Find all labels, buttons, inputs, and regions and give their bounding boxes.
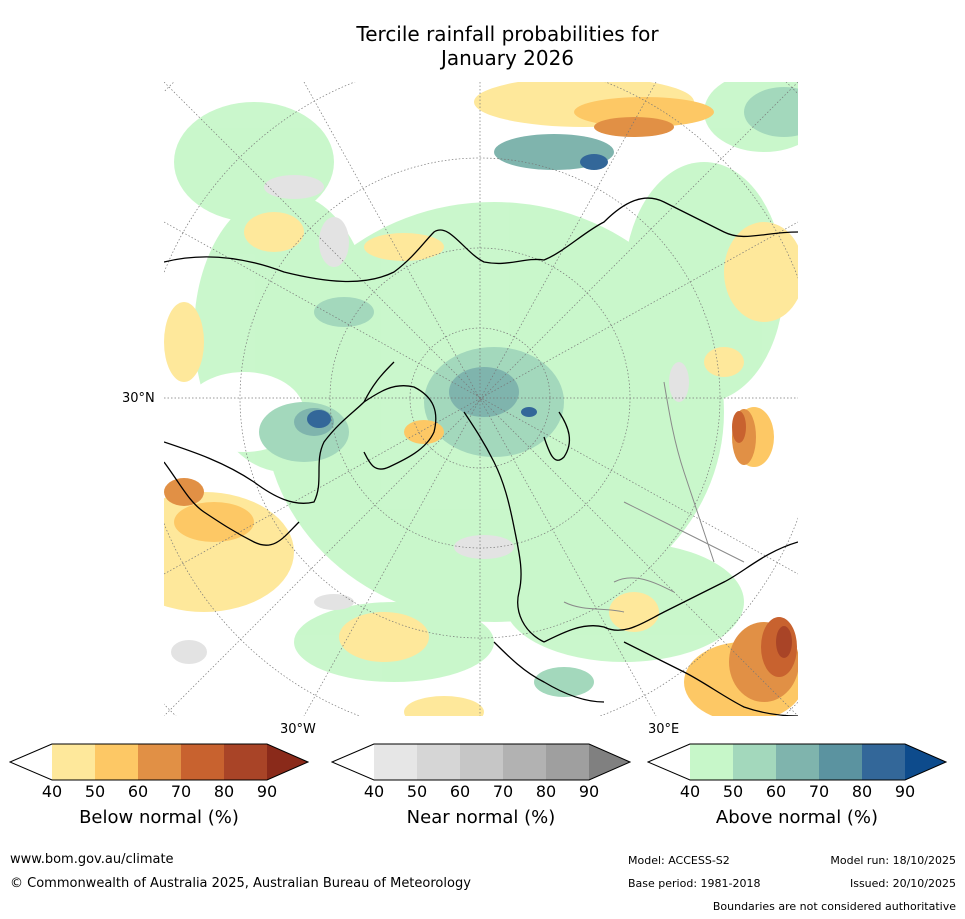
website-link[interactable]: www.bom.gov.au/climate [10,852,174,867]
colorbar-near-seg-1 [374,744,417,780]
colorbar-near-ticks: 40 50 60 70 80 90 [331,782,631,802]
colorbar-below-seg-3 [138,744,181,780]
colorbar-below-seg-4 [181,744,224,780]
country-borders [563,381,745,613]
colorbar-near-label: Near normal (%) [406,807,556,828]
colorbar-above-seg-1 [690,744,733,780]
tick-label: 50 [406,782,428,801]
colorbar-near-seg-2 [417,744,460,780]
tick-label: 70 [808,782,830,801]
colorbar-below-segments [10,744,308,780]
below-normal-40-50 [164,82,798,716]
issued-text: Issued: 20/10/2025 [849,877,956,890]
tick-label: 90 [578,782,600,801]
model-text: Model: ACCESS-S2 [628,854,730,867]
tick-label: 50 [84,782,106,801]
disclaimer-text: Boundaries are not considered authoritat… [712,900,956,913]
colorbar-below-seg-2 [95,744,138,780]
tick-label: 90 [894,782,916,801]
copyright-text: © Commonwealth of Australia 2025, Austra… [10,876,471,891]
colorbar-below-seg-0 [10,744,52,780]
tick-label: 70 [492,782,514,801]
colorbar-below-seg-5 [224,744,267,780]
colorbar-below-label: Below normal (%) [79,807,239,828]
colorbar-above-seg-6 [905,744,946,780]
below-normal-80-90 [776,626,792,658]
tick-label: 60 [765,782,787,801]
tick-label: 80 [535,782,557,801]
colorbar-below-ticks: 40 50 60 70 80 90 [9,782,309,802]
near-normal-patches [171,175,689,664]
tick-label: 70 [170,782,192,801]
rainfall-probability-map [164,82,798,716]
tick-label: 90 [256,782,278,801]
tick-label: 80 [213,782,235,801]
map-title: Tercile rainfall probabilities for Janua… [300,22,715,70]
colorbar-above-seg-5 [862,744,905,780]
colorbar-below-normal [9,743,309,781]
base-period-text: Base period: 1981-2018 [628,877,761,890]
colorbar-above-ticks: 40 50 60 70 80 90 [647,782,947,802]
colorbar-near-seg-4 [503,744,546,780]
colorbar-near-seg-0 [332,744,374,780]
colorbar-near-segments [332,744,630,780]
above-normal-80-90 [307,154,608,428]
longitude-label-30e: 30°E [648,722,680,737]
colorbar-near-seg-5 [546,744,589,780]
colorbar-above-seg-3 [776,744,819,780]
colorbar-below-seg-6 [267,744,308,780]
colorbar-above-segments [648,744,946,780]
colorbar-above-seg-4 [819,744,862,780]
longitude-label-30w: 30°W [280,722,316,737]
tick-label: 40 [41,782,63,801]
tick-label: 60 [449,782,471,801]
tick-label: 50 [722,782,744,801]
graticule [164,82,798,716]
model-run-text: Model run: 18/10/2025 [830,854,956,867]
coastlines [164,197,798,716]
latitude-label-30n: 30°N [122,391,155,406]
colorbar-near-seg-6 [589,744,630,780]
colorbar-above-normal [647,743,947,781]
tick-label: 60 [127,782,149,801]
colorbar-above-seg-2 [733,744,776,780]
colorbar-above-label: Above normal (%) [715,807,879,828]
title-line-2: January 2026 [440,46,575,70]
colorbar-above-seg-0 [648,744,690,780]
colorbar-near-normal [331,743,631,781]
colorbar-near-seg-3 [460,744,503,780]
tick-label: 40 [679,782,701,801]
tick-label: 40 [363,782,385,801]
title-line-1: Tercile rainfall probabilities for [356,22,659,46]
colorbar-below-seg-1 [52,744,95,780]
tick-label: 80 [851,782,873,801]
